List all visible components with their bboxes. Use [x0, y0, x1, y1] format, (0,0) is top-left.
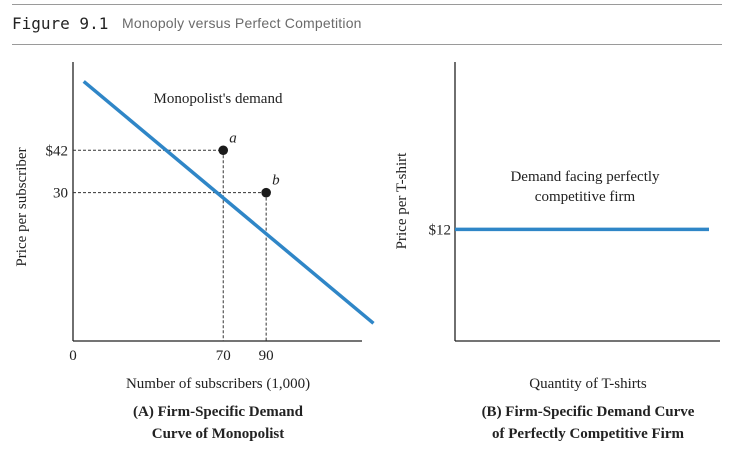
panel-a-y-tick-label: $42 [46, 143, 69, 159]
panel-b-caption-line2: of Perfectly Competitive Firm [492, 426, 684, 442]
panel-a-x-tick-label: 90 [259, 348, 274, 364]
header-bottom-rule [12, 44, 722, 45]
panel-b-series-label-line1: Demand facing perfectly [510, 169, 660, 185]
panel-a-x-tick-label: 70 [216, 348, 231, 364]
panel-a-series-label: Monopolist's demand [154, 91, 283, 107]
panel-a-point-a [218, 145, 229, 156]
panel-a-x-axis-label: Number of subscribers (1,000) [126, 376, 310, 392]
panel-b-caption-line1: (B) Firm-Specific Demand Curve [482, 404, 695, 420]
panel-a-x-tick-label: 0 [69, 348, 77, 364]
panel-a-caption-line2: Curve of Monopolist [152, 426, 285, 442]
panel-a-point-label-a: a [229, 130, 237, 146]
panel-a-point-b [261, 187, 271, 198]
panel-b-x-axis-label: Quantity of T-shirts [529, 376, 647, 392]
figure-title: Monopoly versus Perfect Competition [122, 15, 362, 31]
panel-a-y-axis-label: Price per subscriber [14, 147, 30, 266]
figure-label: Figure 9.1 [12, 14, 109, 33]
panel-b-series-label-line2: competitive firm [535, 189, 636, 205]
header-top-rule [12, 4, 722, 5]
panel-b-y-tick-label: $12 [429, 222, 452, 238]
panel-a-caption-line1: (A) Firm-Specific Demand [133, 404, 304, 420]
panel-b-y-axis-label: Price per T-shirt [394, 152, 410, 249]
panel-a: a b $42 30 0 70 90 Monopolist's demand Price… [14, 62, 375, 442]
panel-a-y-tick-label: 30 [53, 186, 68, 202]
panel-a-point-label-b: b [272, 173, 280, 189]
panel-a-demand-line [82, 80, 375, 325]
panel-b: $12 Demand facing perfectly competitive … [394, 62, 720, 442]
